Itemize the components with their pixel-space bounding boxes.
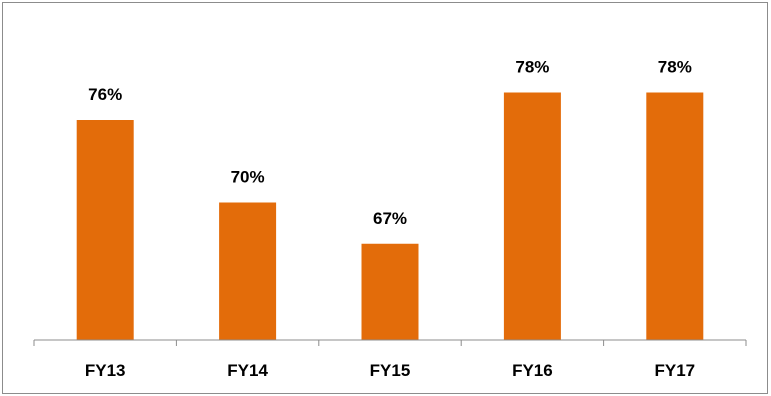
bar-fy14	[219, 202, 277, 340]
bar-fy15	[361, 243, 419, 340]
bars-group	[76, 92, 704, 340]
x-tick-label-fy17: FY17	[654, 361, 695, 380]
x-tick-label-fy13: FY13	[85, 361, 126, 380]
x-tick-label-fy15: FY15	[370, 361, 411, 380]
data-label-fy13: 76%	[88, 85, 122, 104]
data-label-fy16: 78%	[515, 58, 549, 77]
x-tick-labels-group: FY13 FY14 FY15 FY16 FY17	[85, 361, 695, 380]
x-axis	[33, 339, 747, 346]
data-label-fy17: 78%	[658, 58, 692, 77]
data-label-fy14: 70%	[231, 168, 265, 187]
x-tick-label-fy14: FY14	[227, 361, 268, 380]
data-label-fy15: 67%	[373, 209, 407, 228]
bar-fy13	[76, 120, 134, 340]
bar-fy16	[503, 92, 561, 340]
x-tick-label-fy16: FY16	[512, 361, 553, 380]
bar-fy17	[646, 92, 704, 340]
data-labels-group: 76% 70% 67% 78% 78%	[88, 58, 692, 228]
